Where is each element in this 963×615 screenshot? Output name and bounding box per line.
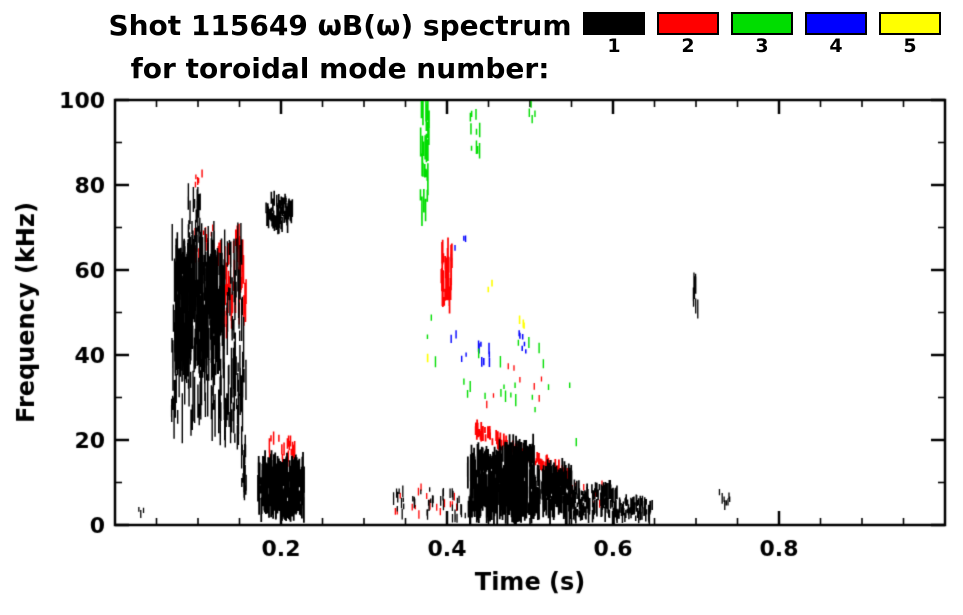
- legend-item-mode-3: 3: [731, 12, 793, 57]
- legend-item-mode-2: 2: [657, 12, 719, 57]
- chart-title-line2: for toroidal mode number:: [130, 52, 550, 86]
- legend-label-mode-3: 3: [755, 35, 769, 57]
- legend-label-mode-2: 2: [681, 35, 695, 57]
- mode-legend: 1 2 3 4 5: [583, 12, 941, 57]
- legend-swatch-mode-2: [657, 12, 719, 35]
- legend-item-mode-4: 4: [805, 12, 867, 57]
- chart-title-line1: Shot 115649 ωB(ω) spectrum: [108, 9, 572, 42]
- legend-swatch-mode-5: [879, 12, 941, 35]
- legend-swatch-mode-4: [805, 12, 867, 35]
- legend-label-mode-5: 5: [903, 35, 917, 57]
- legend-swatch-mode-1: [583, 12, 645, 35]
- chart-title: Shot 115649 ωB(ω) spectrum for toroidal …: [90, 4, 590, 91]
- legend-swatch-mode-3: [731, 12, 793, 35]
- legend-label-mode-1: 1: [607, 35, 621, 57]
- legend-item-mode-5: 5: [879, 12, 941, 57]
- legend-label-mode-4: 4: [829, 35, 843, 57]
- legend-item-mode-1: 1: [583, 12, 645, 57]
